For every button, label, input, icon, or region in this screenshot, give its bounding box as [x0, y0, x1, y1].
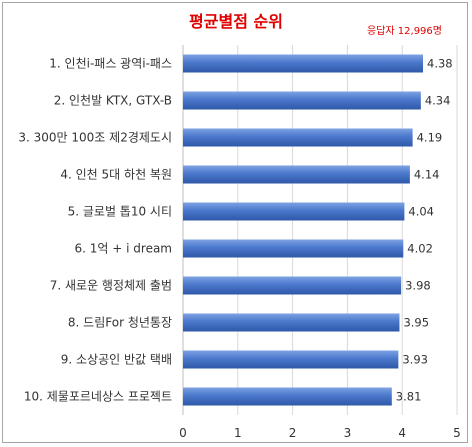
bar: [183, 350, 399, 369]
category-label: 5. 글로벌 톱10 시티: [68, 205, 172, 219]
category-label: 6. 1억 + i dream: [75, 242, 172, 256]
value-label: 3.81: [396, 390, 422, 404]
category-label: 1. 인천i-패스 광역i-패스: [49, 56, 172, 71]
respondent-note: 응답자 12,996명: [367, 26, 442, 37]
bar: [183, 202, 405, 221]
category-label: 3. 300만 100조 제2경제도시: [18, 131, 172, 145]
value-label: 3.95: [403, 316, 429, 330]
value-label: 3.93: [402, 353, 428, 367]
category-label: 7. 새로운 행정체제 출범: [50, 278, 172, 293]
bars: [183, 54, 424, 406]
category-label: 4. 인천 5대 하천 복원: [60, 167, 172, 182]
value-label: 4.38: [427, 57, 453, 71]
category-label: 10. 제물포르네상스 프로젝트: [24, 390, 172, 404]
category-label: 9. 소상공인 반값 택배: [61, 353, 172, 367]
bar: [183, 165, 410, 184]
chart-title: 평균별점 순위: [189, 12, 283, 31]
value-label: 3.98: [405, 279, 431, 293]
bar: [183, 239, 404, 258]
x-tick-label: 5: [453, 426, 461, 440]
bar: [183, 276, 402, 295]
x-tick-label: 0: [179, 426, 187, 440]
bar: [183, 91, 421, 110]
x-tick-label: 2: [289, 426, 297, 440]
x-tick-label: 3: [344, 426, 352, 440]
value-label: 4.19: [417, 131, 443, 145]
labels: 0 1 2 3 4 5 1. 인천i-패스 광역i-패스 4.38 2. 인천발 KTX, GT…: [18, 56, 460, 441]
x-tick-label: 4: [398, 426, 406, 440]
bar: [183, 54, 424, 73]
category-label: 2. 인천발 KTX, GTX-B: [54, 93, 172, 108]
value-label: 4.02: [407, 242, 433, 256]
value-label: 4.34: [425, 94, 451, 108]
x-tick-label: 1: [234, 426, 242, 440]
chart-frame: [2, 2, 468, 443]
value-label: 4.14: [414, 168, 440, 182]
category-label: 8. 드림For 청년통장: [68, 316, 172, 330]
bar: [183, 313, 400, 332]
bar: [183, 128, 413, 147]
value-label: 4.04: [408, 205, 434, 219]
bar: [183, 387, 392, 406]
